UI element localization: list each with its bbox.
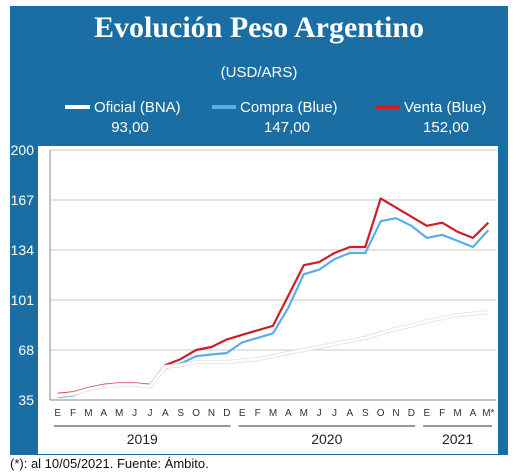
x-tick-label: M [269,408,277,419]
x-tick-label: M [453,408,461,419]
x-tick-label: S [177,408,184,419]
x-tick-label: J [147,408,152,419]
x-tick-label: E [423,408,430,419]
x-tick-label: F [70,408,76,419]
title-banner: Evolución Peso Argentino [10,6,508,52]
x-tick-label: M* [482,408,494,419]
x-tick-label: M [84,408,92,419]
x-tick-label: D [223,408,230,419]
x-tick-label: O [192,408,200,419]
legend-item-venta: Venta (Blue) 152,00 [376,99,487,136]
legend-label-compra: Compra (Blue) [240,99,338,116]
y-tick-label: 167 [11,192,35,208]
legend-item-oficial: Oficial (BNA) 93,00 [65,99,181,136]
x-tick-label: A [347,408,354,419]
year-label: 2020 [311,431,342,447]
legend-label-venta: Venta (Blue) [404,99,487,116]
legend-value-venta: 152,00 [423,119,469,136]
x-tick-label: D [408,408,415,419]
chart-title: Evolución Peso Argentino [93,11,424,44]
x-tick-label: A [470,408,477,419]
x-tick-label: N [208,408,215,419]
chart-svg: (USD/ARS) Oficial (BNA) 93,00 Compra (Bl… [11,64,498,454]
series-lines [57,197,490,399]
y-tick-label: 101 [11,292,35,308]
x-tick-label: E [54,408,61,419]
x-tick-label: E [239,408,246,419]
chart-panel: (USD/ARS) Oficial (BNA) 93,00 Compra (Bl… [10,52,508,455]
x-tick-label: A [285,408,292,419]
y-tick-label: 134 [11,242,35,258]
chart-subtitle: (USD/ARS) [221,64,298,81]
x-tick-label: A [162,408,169,419]
legend: Oficial (BNA) 93,00 Compra (Blue) 147,00… [65,99,487,136]
x-axis: E F M A M J J A S O N D E F M A M J J A S O N D E F M A M*2019 2020 20… [50,399,496,447]
series-line-oficial [57,310,489,397]
x-tick-label: J [317,408,322,419]
legend-value-oficial: 93,00 [111,119,149,136]
x-tick-label: M [115,408,123,419]
y-tick-label: 200 [11,142,35,158]
x-tick-label: F [255,408,261,419]
legend-value-compra: 147,00 [264,119,310,136]
y-tick-label: 68 [18,342,34,358]
x-tick-label: O [377,408,385,419]
x-tick-label: J [132,408,137,419]
legend-item-compra: Compra (Blue) 147,00 [212,99,338,136]
y-tick-label: 35 [18,392,34,408]
legend-label-oficial: Oficial (BNA) [94,99,181,116]
x-tick-label: J [332,408,337,419]
footnote: (*): al 10/05/2021. Fuente: Ámbito. [10,456,209,471]
year-label: 2019 [127,431,158,447]
y-axis: 35 68 101 134 167 200 [11,142,51,408]
year-label: 2021 [442,431,473,447]
x-tick-label: F [439,408,445,419]
x-tick-label: S [362,408,369,419]
x-tick-label: N [392,408,399,419]
x-tick-label: A [100,408,107,419]
x-tick-label: M [300,408,308,419]
